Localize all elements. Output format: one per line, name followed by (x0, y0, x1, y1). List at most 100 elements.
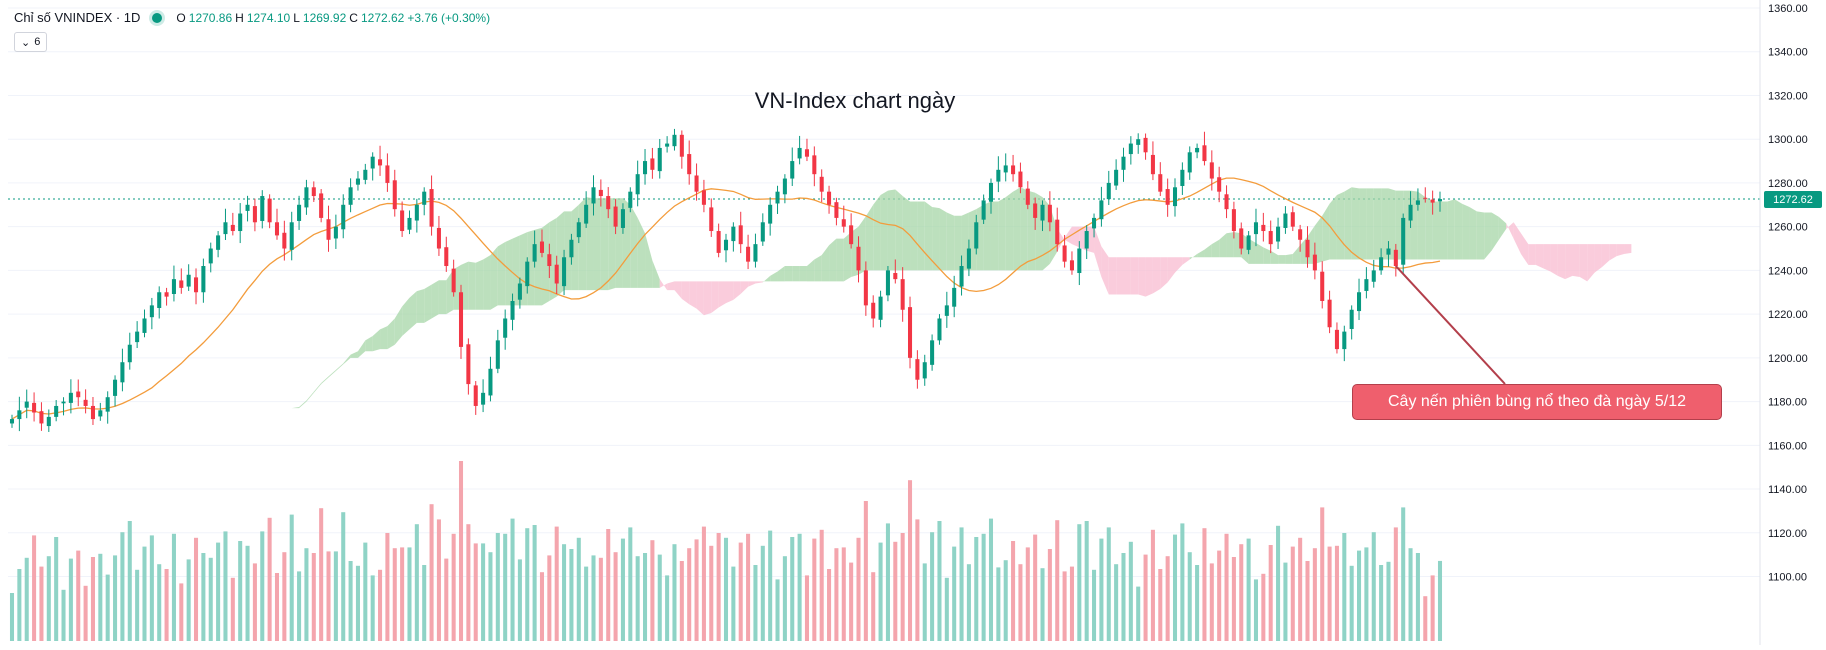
candle-body (83, 399, 88, 406)
volume-bar (451, 533, 456, 641)
y-tick-label: 1180.00 (1768, 397, 1807, 409)
y-tick-label: 1360.00 (1768, 3, 1808, 15)
y-tick-label: 1200.00 (1768, 353, 1808, 365)
symbol-title[interactable]: Chỉ số VNINDEX · 1D (14, 10, 141, 25)
candle-body (930, 340, 935, 365)
volume-bar (1165, 556, 1170, 641)
cloud-segment (902, 196, 911, 271)
candle-body (348, 187, 353, 205)
candle-body (1055, 219, 1060, 245)
volume-bar (311, 553, 316, 641)
candle-body (1033, 203, 1038, 218)
y-tick-label: 1340.00 (1768, 47, 1808, 59)
volume-bar (1298, 537, 1303, 641)
cloud-segment (1381, 188, 1389, 260)
cloud-segment (203, 414, 211, 420)
cloud-segment (1520, 233, 1529, 265)
volume-bar (1283, 562, 1288, 641)
cloud-segment (1108, 257, 1117, 295)
candle-body (1202, 145, 1207, 162)
volume-bar (966, 564, 971, 641)
volume-bar (937, 521, 942, 641)
volume-bar (1334, 545, 1339, 641)
candle-body (46, 416, 51, 427)
cloud-segment (887, 189, 896, 271)
volume-bar (238, 541, 243, 641)
candle-body (1172, 187, 1178, 207)
cloud-segment (1594, 244, 1602, 273)
candle-body (436, 227, 441, 249)
candle-body (142, 318, 147, 333)
candle-body (1224, 194, 1229, 210)
cloud-segment (748, 281, 756, 287)
candle-body (900, 279, 905, 310)
candle-body (885, 270, 890, 296)
candle-body (635, 174, 640, 195)
volume-bar (83, 585, 88, 641)
y-tick-label: 1280.00 (1768, 178, 1808, 190)
cloud-segment (806, 259, 815, 282)
cloud-segment (1616, 244, 1625, 257)
volume-bar (363, 542, 368, 641)
candle-body (569, 239, 574, 258)
candle-body (1349, 309, 1354, 329)
cloud-segment (843, 232, 852, 282)
volume-bar (547, 555, 552, 641)
candle-body (878, 296, 883, 320)
volume-bar (782, 556, 787, 641)
volume-bar (179, 583, 184, 641)
cloud-segment (1513, 222, 1521, 254)
cloud-segment (1145, 257, 1153, 297)
volume-bar (944, 577, 949, 641)
volume-bar (1231, 557, 1236, 641)
volume-bar (856, 537, 861, 641)
candle-body (1327, 299, 1332, 328)
annotation-callout[interactable]: Cây nến phiên bùng nổ theo đà ngày 5/12 (1352, 384, 1722, 420)
volume-bar (61, 589, 66, 641)
volume-bar (1401, 507, 1406, 641)
candle-body (378, 159, 383, 166)
cloud-segment (954, 215, 962, 271)
volume-bar (39, 566, 44, 641)
cloud-segment (475, 259, 484, 310)
volume-bar (355, 565, 360, 641)
cloud-segment (254, 408, 263, 413)
volume-bar (746, 533, 751, 641)
candle-body (1371, 270, 1376, 282)
candle-body (274, 222, 280, 236)
volume-bar (768, 530, 773, 641)
cloud-segment (1506, 222, 1514, 239)
volume-bar (466, 524, 471, 641)
volume-bar (643, 553, 648, 641)
cloud-segment (762, 275, 771, 283)
candle-body (893, 273, 898, 280)
candle-body (731, 226, 736, 242)
volume-bar (1268, 545, 1273, 641)
cloud-segment (924, 201, 933, 271)
indicators-toggle-button[interactable]: ⌄ 6 (14, 32, 48, 52)
cloud-segment (1535, 244, 1544, 269)
volume-bar (723, 537, 729, 641)
candle-body (39, 411, 44, 424)
candle-body (1136, 139, 1141, 145)
candle-body (54, 405, 59, 417)
candle-body (451, 268, 456, 293)
cloud-segment (387, 318, 395, 350)
candle-body (1187, 152, 1192, 173)
candle-body (414, 204, 419, 221)
cloud-segment (829, 238, 837, 282)
ohlc-values: O 1270.86 H 1274.10 L 1269.92 C 1272.62 +3.7… (176, 10, 491, 25)
cloud-segment (865, 204, 874, 271)
price-axis[interactable]: 1100.00 1120.00 1140.00 1160.00 1180.00 1200.… (1759, 0, 1808, 645)
candle-body (1040, 204, 1045, 221)
candle-body (856, 246, 861, 271)
cloud-segment (1270, 250, 1279, 264)
candle-body (775, 191, 780, 204)
cloud-segment (726, 281, 734, 304)
volume-bar (753, 565, 758, 641)
volume-bar (1261, 573, 1266, 641)
annotation-pointer (1395, 265, 1506, 385)
candle-body (981, 200, 986, 220)
volume-bar (1408, 548, 1413, 641)
